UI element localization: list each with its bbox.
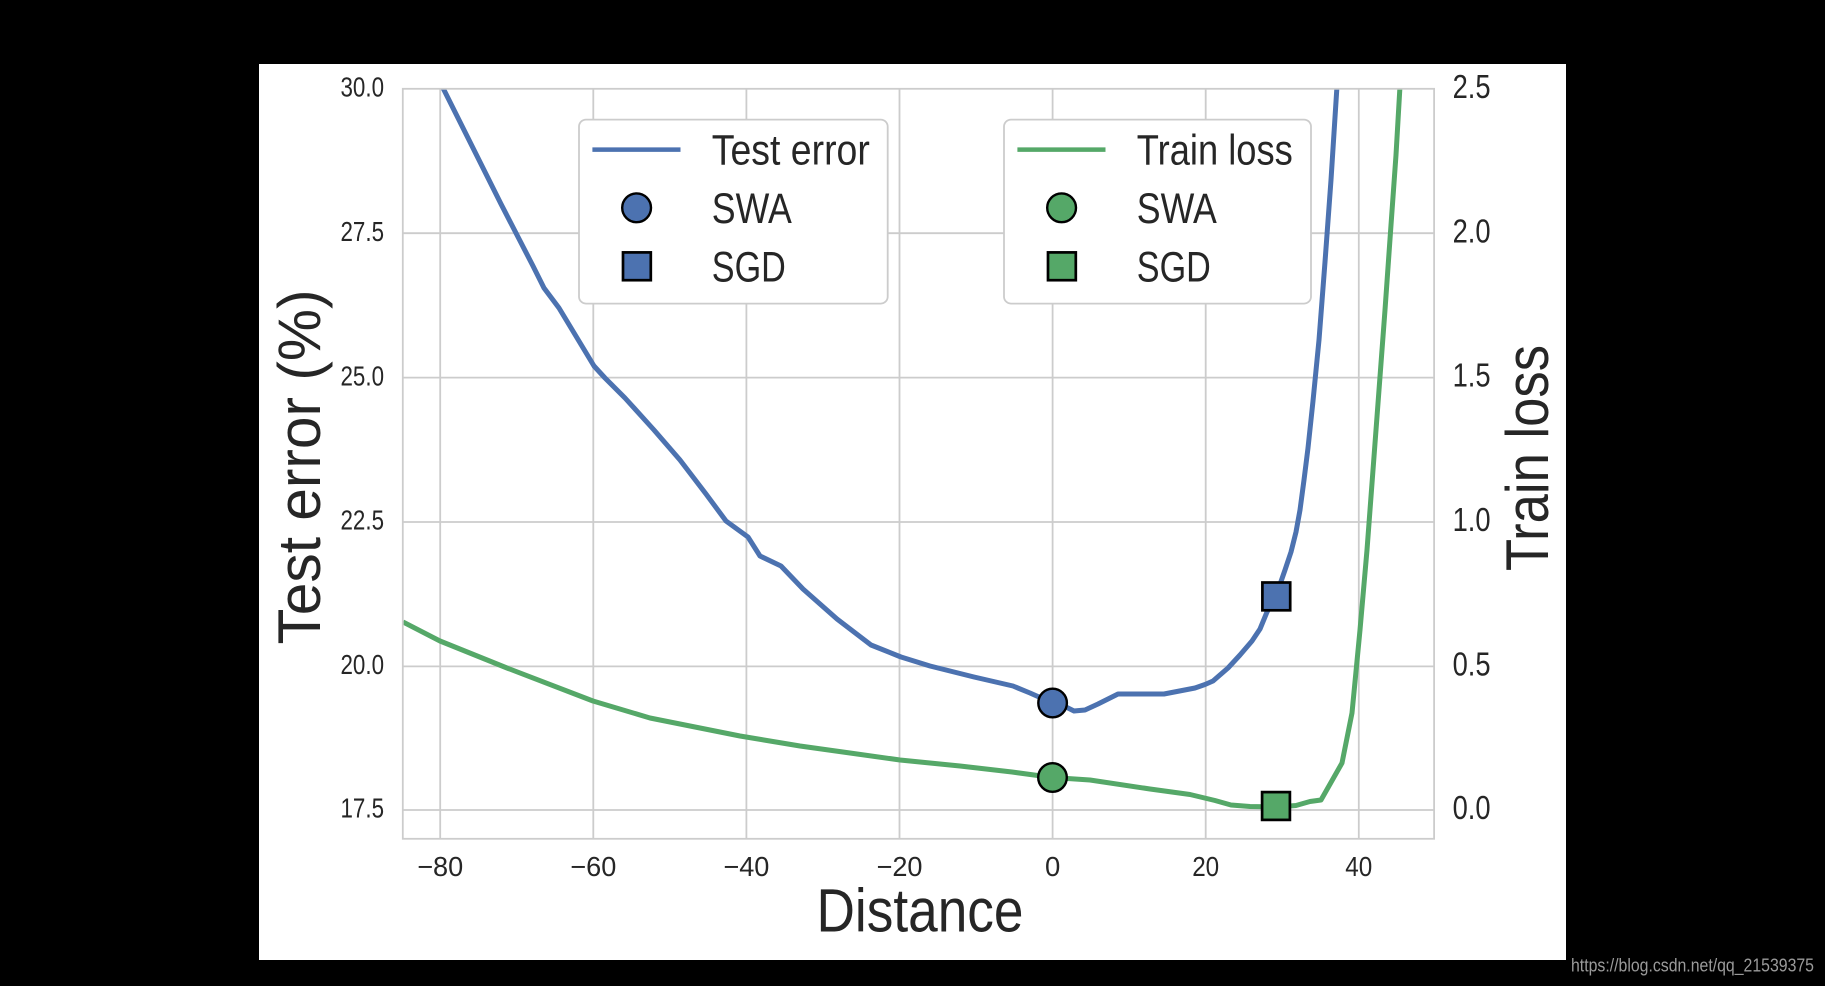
svg-text:20: 20	[1192, 851, 1219, 882]
svg-text:40: 40	[1345, 851, 1372, 882]
svg-text:1.5: 1.5	[1453, 358, 1491, 395]
svg-text:https://blog.csdn.net/qq_21539: https://blog.csdn.net/qq_21539375	[1571, 956, 1814, 977]
svg-text:−80: −80	[417, 851, 463, 882]
svg-text:Distance: Distance	[817, 876, 1024, 944]
svg-text:SGD: SGD	[1137, 243, 1211, 291]
svg-text:−60: −60	[570, 851, 616, 882]
svg-text:22.5: 22.5	[341, 505, 385, 536]
svg-text:−40: −40	[723, 851, 769, 882]
svg-text:0: 0	[1045, 851, 1060, 882]
svg-text:Test error (%): Test error (%)	[266, 290, 333, 645]
svg-text:Test error: Test error	[712, 127, 870, 175]
svg-text:−20: −20	[877, 851, 923, 882]
svg-text:2.0: 2.0	[1453, 213, 1491, 250]
svg-text:27.5: 27.5	[341, 216, 385, 247]
svg-text:0.5: 0.5	[1453, 647, 1491, 684]
svg-text:SGD: SGD	[712, 243, 786, 291]
svg-text:17.5: 17.5	[341, 793, 385, 824]
svg-text:20.0: 20.0	[341, 649, 385, 680]
svg-text:30.0: 30.0	[341, 72, 385, 103]
svg-text:2.5: 2.5	[1453, 69, 1491, 106]
svg-text:Train loss: Train loss	[1494, 345, 1561, 571]
svg-text:SWA: SWA	[1137, 185, 1217, 233]
svg-text:1.0: 1.0	[1453, 502, 1491, 539]
svg-text:0.0: 0.0	[1453, 790, 1491, 827]
svg-text:Train loss: Train loss	[1137, 127, 1293, 175]
svg-text:SWA: SWA	[712, 185, 792, 233]
svg-text:25.0: 25.0	[341, 360, 385, 391]
